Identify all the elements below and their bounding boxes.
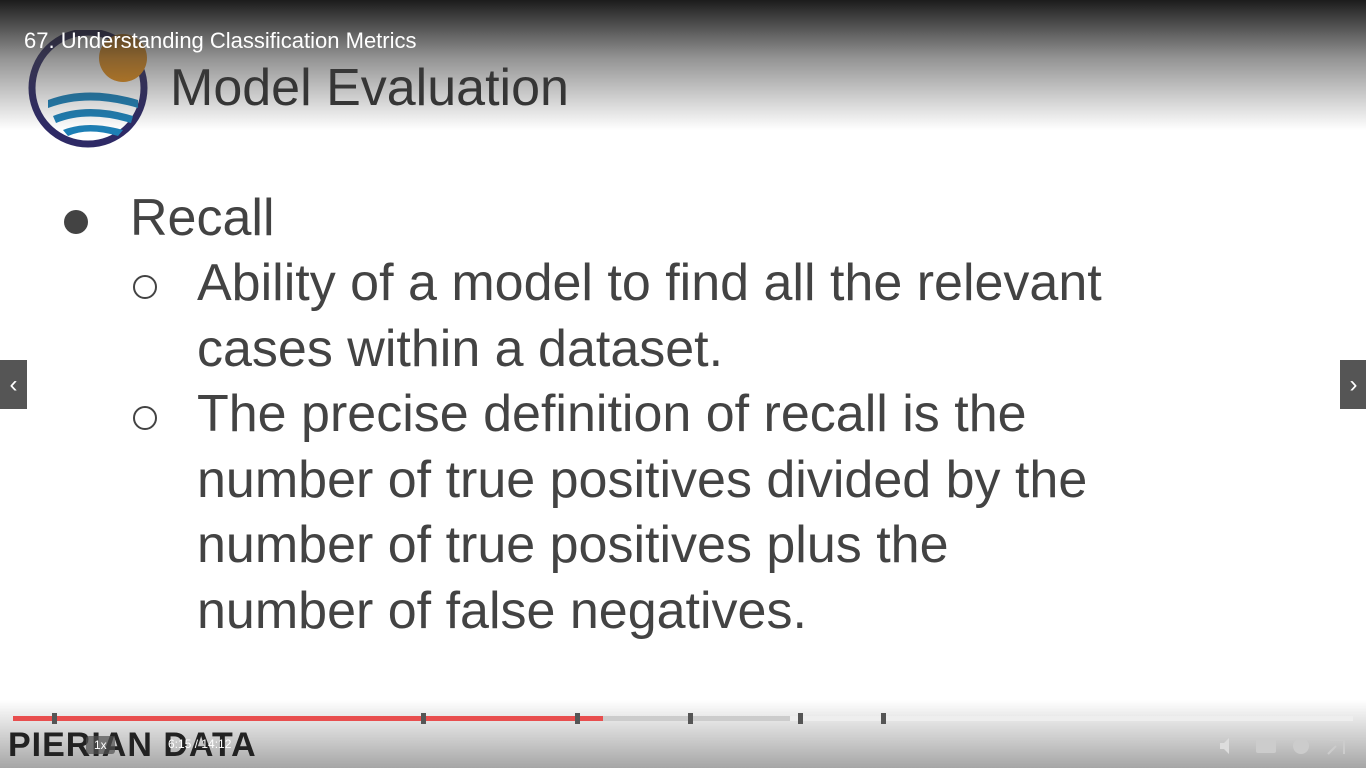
chapter-marker <box>881 713 886 724</box>
video-title: 67. Understanding Classification Metrics <box>24 28 417 53</box>
sub-bullet-text: number of true positives plus the <box>197 516 949 574</box>
chapter-marker <box>52 713 57 724</box>
settings-button[interactable] <box>1293 738 1309 754</box>
time-display: 6:15 / 14:12 <box>168 737 232 751</box>
sub-bullet-text: number of false negatives. <box>197 581 807 640</box>
player-controls <box>1220 738 1345 755</box>
bullet-dot <box>64 210 88 234</box>
sub-bullet-text: The precise definition of recall is the <box>197 385 1027 443</box>
top-shade <box>0 0 1366 130</box>
played <box>13 716 603 721</box>
fullscreen-button[interactable] <box>1327 739 1345 755</box>
chapter-marker <box>798 713 803 724</box>
volume-button[interactable] <box>1220 738 1229 754</box>
bottom-shade <box>0 700 1366 768</box>
next-button[interactable]: › <box>1340 360 1366 409</box>
bullet-text: Recall <box>130 189 275 247</box>
brand-text: PIERIAN DATA <box>8 726 257 764</box>
sub-bullet-text: number of true positives divided by the <box>197 450 1088 509</box>
chapter-marker <box>575 713 580 724</box>
chapter-marker <box>421 713 426 724</box>
sub-bullet-ring <box>133 275 157 299</box>
sub-bullet-text: cases within a dataset. <box>197 319 724 378</box>
sub-bullet-text: Ability of a model to find all the relev… <box>197 254 1102 312</box>
sub-bullet-ring <box>133 406 157 430</box>
speed-button[interactable]: 1x <box>86 736 115 754</box>
chapter-marker <box>688 713 693 724</box>
prev-button[interactable]: ‹ <box>0 360 27 409</box>
cc-button[interactable] <box>1256 739 1276 753</box>
progress-track[interactable] <box>13 713 1353 724</box>
